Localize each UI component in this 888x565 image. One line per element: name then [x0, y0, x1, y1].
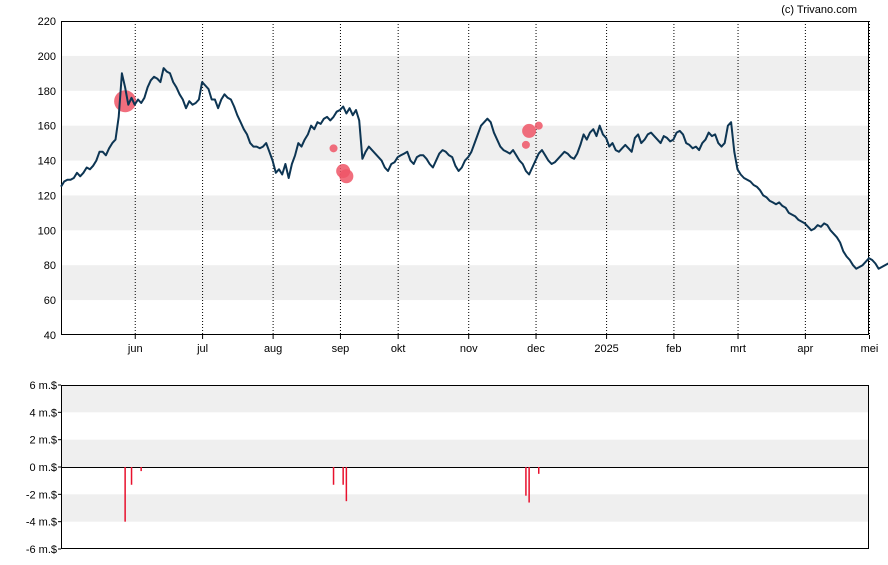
price-y-tick-label: 80 [44, 260, 56, 272]
month-label: okt [391, 343, 406, 355]
price-y-tick-label: 160 [38, 121, 56, 133]
month-label: apr [797, 343, 813, 355]
volume-y-tick-label: -6 m.$ [26, 544, 57, 556]
price-y-tick-label: 200 [38, 51, 56, 63]
month-label: sep [332, 343, 350, 355]
price-series-line [60, 67, 888, 270]
month-label: dec [527, 343, 545, 355]
trade-marker [522, 123, 537, 138]
credit-text: (c) Trivano.com [781, 4, 857, 16]
volume-y-tick-label: -4 m.$ [26, 517, 57, 529]
month-label: 2025 [594, 343, 618, 355]
volume-bar [528, 467, 530, 503]
trade-marker [329, 144, 338, 153]
price-grid-band [61, 195, 869, 231]
price-grid-band [61, 55, 869, 91]
month-label: jul [196, 343, 208, 355]
price-grid-band [61, 125, 869, 161]
volume-y-tick-label: 4 m.$ [29, 407, 57, 419]
price-y-tick-label: 120 [38, 190, 56, 202]
price-y-tick-label: 140 [38, 156, 56, 168]
volume-bar [130, 467, 133, 485]
trade-marker [534, 121, 543, 130]
volume-y-tick-label: 0 m.$ [29, 462, 57, 474]
price-y-tick-label: 60 [44, 295, 56, 307]
price-y-tick-label: 100 [38, 225, 56, 237]
price-frame [61, 21, 869, 335]
month-label: feb [666, 343, 681, 355]
month-label: aug [264, 343, 282, 355]
volume-bar [525, 467, 527, 496]
price-grid-band [61, 265, 869, 301]
volume-bar [342, 467, 344, 485]
volume-bar [140, 467, 142, 472]
month-label: mrt [730, 343, 746, 355]
price-y-tick-label: 40 [44, 330, 56, 342]
month-label: nov [460, 343, 478, 355]
price-y-tick-label: 180 [38, 86, 56, 98]
volume-grid-band [61, 385, 869, 413]
volume-panel: 6 m.$ 4 m.$ 2 m.$ 0 m.$ -2 m.$ -4 m.$ -6 m.$ [26, 380, 869, 556]
month-label: jun [127, 343, 143, 355]
volume-y-tick-label: 2 m.$ [29, 435, 57, 447]
volume-grid-band [61, 494, 869, 522]
price-panel: 40 60 80 100 120 140 160 180 200 220 jun jul aug sep o… [38, 16, 888, 355]
volume-frame [61, 385, 869, 549]
volume-y-tick-label: 6 m.$ [29, 380, 57, 392]
month-label: mei [861, 343, 879, 355]
trade-marker [521, 140, 530, 149]
volume-bar [345, 467, 348, 502]
volume-bar [124, 467, 126, 522]
volume-bar [537, 467, 540, 474]
volume-bar [332, 467, 335, 485]
trade-marker [339, 169, 354, 184]
volume-grid-band [61, 439, 869, 467]
volume-y-tick-label: -2 m.$ [26, 489, 57, 501]
price-y-tick-label: 220 [38, 16, 56, 28]
